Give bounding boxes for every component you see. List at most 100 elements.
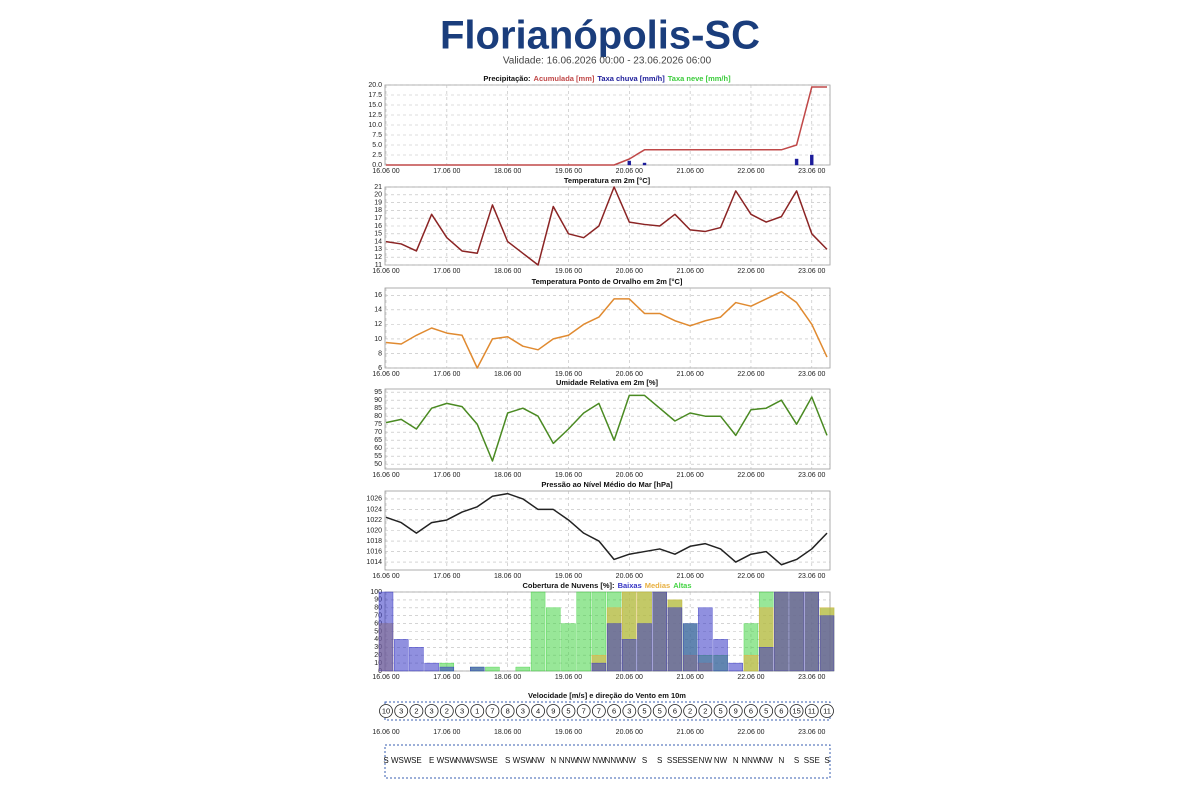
y-tick-label: 19 xyxy=(374,199,382,206)
x-tick-label: 22.06 00 xyxy=(737,729,764,736)
chart-title: Temperatura em 2m [°C] xyxy=(564,176,651,185)
y-tick-label: 1014 xyxy=(366,559,382,566)
title-text: Umidade Relativa em 2m [%] xyxy=(556,378,659,387)
x-tick-label: 22.06 00 xyxy=(737,674,764,681)
wind-speed-label: 2 xyxy=(703,706,707,715)
wind-speed-marker xyxy=(561,704,576,718)
x-tick-label: 18.06 00 xyxy=(494,371,521,378)
wind-speed-marker xyxy=(759,704,774,718)
wind-direction: NNW xyxy=(559,756,579,765)
y-tick-label: 17.5 xyxy=(368,92,382,99)
y-tick-label: 10 xyxy=(374,336,382,343)
y-tick-label: 50 xyxy=(374,628,382,635)
title-text: Temperatura em 2m [°C] xyxy=(564,176,651,185)
wind-speed-marker xyxy=(607,704,622,718)
x-tick-label: 23.06 00 xyxy=(798,371,825,378)
y-tick-label: 21 xyxy=(374,184,382,191)
wind-speed-marker xyxy=(470,704,485,718)
x-tick-label: 16.06 00 xyxy=(372,674,399,681)
data-bar xyxy=(576,591,591,672)
wind-direction: WSW xyxy=(467,756,488,765)
wind-speed-label: 2 xyxy=(445,706,449,715)
wind-speed-marker xyxy=(439,704,454,718)
x-tick-label: 22.06 00 xyxy=(737,573,764,580)
wind-speed-marker xyxy=(379,704,393,718)
x-tick-label: 21.06 00 xyxy=(677,472,704,479)
chart-title: Pressão ao Nível Médio do Mar [hPa] xyxy=(541,480,673,489)
wind-direction: S xyxy=(505,756,510,765)
wind-speed-marker xyxy=(820,704,834,718)
wind-direction: NW xyxy=(577,756,591,765)
wind-direction: S xyxy=(642,756,647,765)
x-tick-label: 19.06 00 xyxy=(555,472,582,479)
y-tick-label: 7.5 xyxy=(372,132,382,139)
wind-direction: S xyxy=(824,756,829,765)
y-tick-label: 80 xyxy=(374,605,382,612)
wind-direction: S xyxy=(794,756,799,765)
wind-speed-marker xyxy=(409,704,424,718)
wind-speed-label: 6 xyxy=(779,706,783,715)
x-tick-label: 23.06 00 xyxy=(798,268,825,275)
x-tick-label: 16.06 00 xyxy=(372,472,399,479)
wind-direction: WSW xyxy=(391,756,412,765)
y-tick-label: 30 xyxy=(374,644,382,651)
y-tick-label: 14 xyxy=(374,238,382,245)
data-line xyxy=(385,492,828,566)
x-tick-label: 21.06 00 xyxy=(677,729,704,736)
y-tick-label: 1020 xyxy=(366,527,382,534)
y-tick-label: 15.0 xyxy=(368,102,382,109)
y-tick-label: 50 xyxy=(374,461,382,468)
data-bar xyxy=(713,639,728,672)
x-tick-label: 21.06 00 xyxy=(677,168,704,175)
data-line xyxy=(385,290,828,369)
wind-direction: N xyxy=(733,756,739,765)
y-tick-label: 20.0 xyxy=(368,82,382,89)
y-tick-label: 60 xyxy=(374,620,382,627)
x-tick-label: 20.06 00 xyxy=(616,674,643,681)
y-tick-label: 10.0 xyxy=(368,122,382,129)
page-title: Florianópolis-SC xyxy=(440,14,760,58)
y-tick-label: 40 xyxy=(374,636,382,643)
wind-speed-label: 6 xyxy=(612,706,616,715)
x-tick-label: 22.06 00 xyxy=(737,371,764,378)
wind-speed-marker xyxy=(652,704,667,718)
wind-speed-label: 4 xyxy=(536,706,540,715)
y-tick-label: 90 xyxy=(374,597,382,604)
title-text: Cobertura de Nuvens [%]: xyxy=(522,581,614,590)
wind-speed-label: 3 xyxy=(399,706,403,715)
wind-speed-label: 2 xyxy=(414,706,418,715)
x-tick-label: 18.06 00 xyxy=(494,268,521,275)
y-tick-label: 0.0 xyxy=(372,162,382,169)
y-tick-label: 70 xyxy=(374,613,382,620)
wind-speed-marker xyxy=(394,704,409,718)
legend-entry: Acumulada [mm] xyxy=(534,74,595,83)
wind-direction: SE xyxy=(411,756,422,765)
y-tick-label: 5.0 xyxy=(372,142,382,149)
x-tick-label: 19.06 00 xyxy=(555,674,582,681)
y-tick-label: 12 xyxy=(374,321,382,328)
data-bar xyxy=(652,591,667,672)
data-bar xyxy=(804,591,819,672)
y-tick-label: 14 xyxy=(374,307,382,314)
y-tick-label: 6 xyxy=(378,365,382,372)
wind-direction: NW xyxy=(714,756,728,765)
data-bar xyxy=(546,607,561,672)
wind-speed-marker xyxy=(515,704,530,718)
y-tick-label: 1026 xyxy=(366,496,382,503)
y-tick-label: 0 xyxy=(378,668,382,675)
wind-speed-marker xyxy=(728,704,743,718)
wind-direction-box xyxy=(384,744,831,779)
x-tick-label: 17.06 00 xyxy=(433,168,460,175)
wind-direction: NW xyxy=(592,756,606,765)
data-bar xyxy=(758,647,774,672)
data-line xyxy=(385,394,828,462)
wind-speed-marker xyxy=(744,704,758,718)
wind-speed-label: 2 xyxy=(688,706,692,715)
wind-direction: NW xyxy=(455,756,469,765)
wind-direction: E xyxy=(429,756,434,765)
x-tick-label: 23.06 00 xyxy=(798,674,825,681)
x-tick-label: 20.06 00 xyxy=(616,472,643,479)
chart-title: Cobertura de Nuvens [%]: Baixas Medias Alta… xyxy=(522,581,691,590)
wind-speed-label: 10 xyxy=(382,706,390,715)
